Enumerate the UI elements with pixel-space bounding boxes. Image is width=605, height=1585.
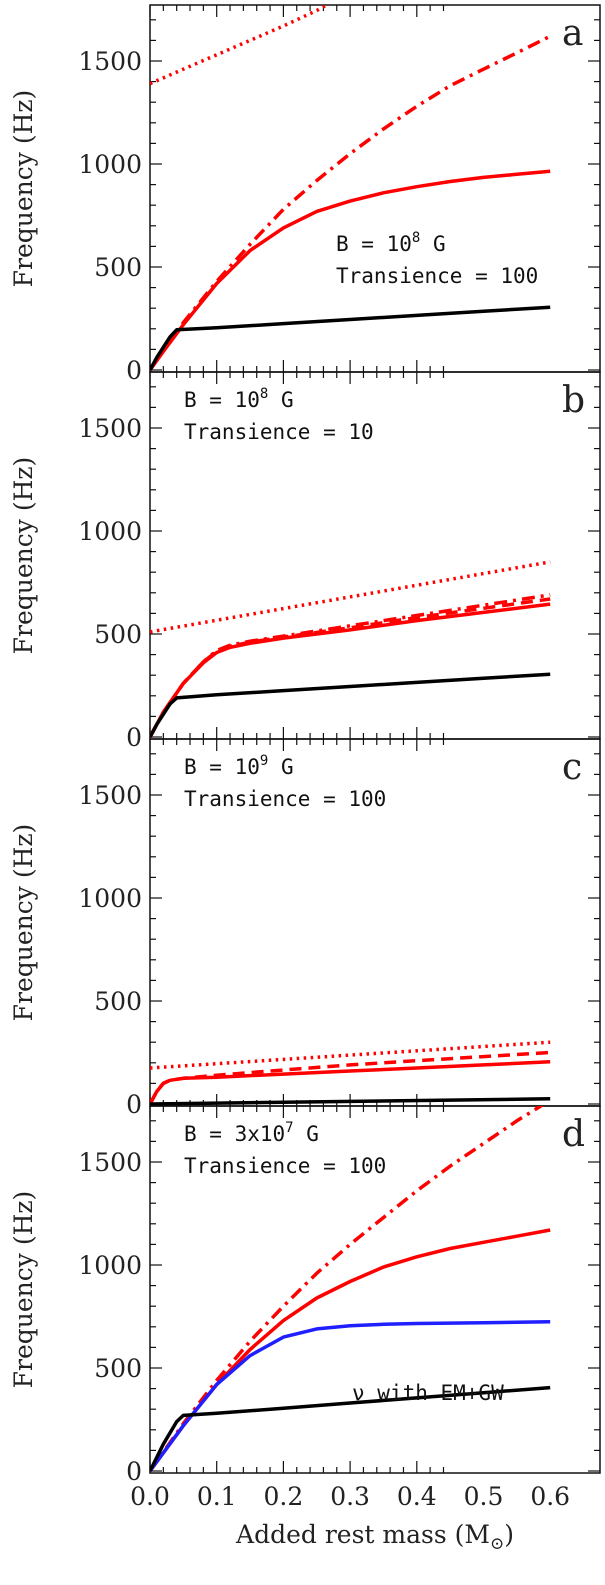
y-tick-label: 0 xyxy=(126,723,142,752)
panel-c: 0 500 1000 1500 Frequency (Hz) c B = 109 G Tran… xyxy=(9,738,605,1119)
x-tick-label: 0.6 xyxy=(530,1482,570,1511)
y-tick-label: 500 xyxy=(94,987,142,1016)
annotation-transience: Transience = 100 xyxy=(336,264,538,288)
y-tick-label: 0 xyxy=(126,356,142,385)
series-line-solid-0 xyxy=(150,1228,551,1473)
x-axis-title: Added rest mass (M⊙) xyxy=(235,1520,514,1554)
x-tick-label: 0.1 xyxy=(197,1482,237,1511)
series-line-dashed-1 xyxy=(150,597,551,738)
y-tick-label: 1000 xyxy=(78,517,142,546)
x-tick-label: 0.2 xyxy=(264,1482,304,1511)
y-tick-label: 0 xyxy=(126,1090,142,1119)
annotation-field-strength: B = 108 G xyxy=(336,230,446,256)
series-line-solid-3 xyxy=(150,305,551,371)
annotation-field-strength: B = 3x107 G xyxy=(184,1120,319,1146)
annotation-field-strength: B = 108 G xyxy=(184,386,294,412)
y-tick-label: 500 xyxy=(94,620,142,649)
annotation-field-strength: B = 109 G xyxy=(184,753,294,779)
panel-letter: a xyxy=(562,13,583,54)
series-line-dotted-2 xyxy=(150,5,331,86)
panel-letter: d xyxy=(562,1114,585,1155)
y-tick-label: 1500 xyxy=(78,414,142,443)
panel-a: 0 500 1000 1500 Frequency (Hz) a B = 108 G Tran… xyxy=(9,4,605,385)
series-line-dashed-1 xyxy=(150,1050,551,1105)
y-axis-title: Frequency (Hz) xyxy=(9,457,38,655)
letter-mask xyxy=(601,372,605,422)
y-tick-label: 500 xyxy=(94,1354,142,1383)
y-tick-label: 1000 xyxy=(78,1251,142,1280)
plot-frame xyxy=(149,1105,601,1474)
series-line-solid-0 xyxy=(150,602,551,738)
blue-series-label: ν with EM+GW xyxy=(352,1381,504,1405)
x-tick-label: 0.3 xyxy=(330,1482,370,1511)
panel-b: 0 500 1000 1500 Frequency (Hz) b B = 108 G Tran… xyxy=(9,371,605,752)
y-tick-label: 1000 xyxy=(78,884,142,913)
annotation-transience: Transience = 100 xyxy=(184,787,386,811)
x-tick-label: 0.5 xyxy=(464,1482,504,1511)
annotation-transience: Transience = 100 xyxy=(184,1154,386,1178)
y-tick-label: 1000 xyxy=(78,150,142,179)
series-line-solid-3 xyxy=(150,1385,551,1472)
letter-mask xyxy=(601,739,605,789)
panel-letter: c xyxy=(562,747,582,788)
y-tick-label: 1500 xyxy=(78,47,142,76)
y-tick-label: 1500 xyxy=(78,781,142,810)
series-line-solid-4 xyxy=(150,672,551,738)
letter-mask xyxy=(601,1106,605,1156)
x-tick-label: 0.0 xyxy=(130,1482,170,1511)
series-line-dashdot-1 xyxy=(150,34,551,372)
series-line-solid-3 xyxy=(150,1097,551,1106)
series-line-dotted-3 xyxy=(150,560,551,634)
x-tick-label: 0.4 xyxy=(397,1482,437,1511)
y-tick-label: 500 xyxy=(94,253,142,282)
series-line-solid-2 xyxy=(150,1319,551,1473)
y-tick-label: 0 xyxy=(126,1457,142,1486)
series-line-dashdot-1 xyxy=(150,1106,545,1473)
y-tick-label: 1500 xyxy=(78,1148,142,1177)
annotation-transience: Transience = 10 xyxy=(184,420,374,444)
letter-mask xyxy=(601,5,605,55)
series-line-dashdot-2 xyxy=(150,593,551,738)
y-axis-title: Frequency (Hz) xyxy=(9,90,38,288)
y-axis-title: Frequency (Hz) xyxy=(9,824,38,1022)
panel-letter: b xyxy=(562,380,585,421)
panel-d: 0 500 1000 1500 Frequency (Hz) d B = 3x107 G Tr… xyxy=(9,1105,605,1554)
y-axis-title: Frequency (Hz) xyxy=(9,1191,38,1389)
